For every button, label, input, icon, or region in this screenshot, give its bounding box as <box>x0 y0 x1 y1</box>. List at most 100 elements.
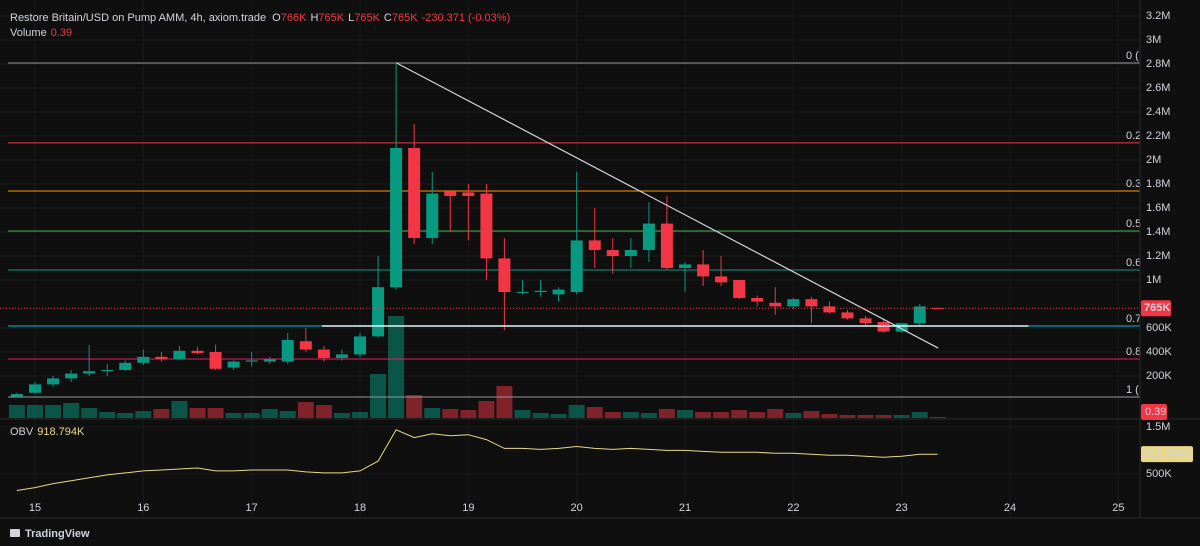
volume-box-label: 0.39 <box>1145 406 1166 418</box>
candle-body <box>65 373 78 379</box>
volume-bar <box>225 413 242 418</box>
candle-body <box>444 191 457 196</box>
candle-body <box>335 354 348 358</box>
candle-body <box>606 249 619 256</box>
y-tick-label: 400K <box>1146 346 1172 358</box>
candle-body <box>263 359 276 362</box>
x-tick-label: 15 <box>29 502 41 514</box>
volume-bar <box>135 411 152 418</box>
y-tick-label: 1.4M <box>1146 226 1170 238</box>
watermark-text: TradingView <box>25 528 90 540</box>
y-tick-label: 2.6M <box>1146 82 1170 94</box>
trendline <box>395 62 939 349</box>
volume-bar <box>81 408 98 418</box>
volume-bar <box>406 395 423 418</box>
candle-body <box>805 299 818 307</box>
candle-body <box>155 356 168 360</box>
candle-body <box>10 393 23 397</box>
volume-bar <box>911 412 928 418</box>
fib-label: 0.3 <box>1126 178 1141 190</box>
candle-body <box>787 299 800 307</box>
candle-body <box>642 223 655 250</box>
candle-body <box>281 339 294 362</box>
candle-body <box>931 308 944 310</box>
candle-body <box>859 318 872 324</box>
candle-body <box>913 306 926 324</box>
candle-body <box>209 351 222 369</box>
volume-bar <box>568 405 585 418</box>
volume-bar <box>153 409 170 418</box>
candle-body <box>299 341 312 350</box>
volume-bar <box>875 415 892 418</box>
volume-bar <box>26 405 43 418</box>
symbol-title: Restore Britain/USD on Pump AMM, 4h, axi… <box>10 12 266 24</box>
obv-header: OBV 918.794K <box>10 426 85 438</box>
candle-body <box>570 240 583 292</box>
header: Restore Britain/USD on Pump AMM, 4h, axi… <box>10 12 510 24</box>
x-tick-label: 18 <box>354 502 366 514</box>
candle-body <box>462 192 475 196</box>
x-tick-label: 24 <box>1004 502 1016 514</box>
volume-bar <box>117 413 134 418</box>
obv-pane <box>16 429 938 491</box>
candle-body <box>28 384 41 393</box>
ohlc-value: 765K <box>354 12 380 24</box>
volume-bar <box>586 407 603 418</box>
volume-bar <box>333 413 350 418</box>
candle-body <box>751 297 764 302</box>
volume-bar <box>63 403 80 418</box>
candle-body <box>137 356 150 363</box>
obv-line <box>16 429 938 491</box>
watermark: TradingView <box>10 528 90 540</box>
candle-body <box>715 276 728 283</box>
fib-label: 0.6 <box>1126 257 1141 269</box>
x-tick-label: 17 <box>246 502 258 514</box>
candle-body <box>83 371 96 374</box>
fib-label: 1 ( <box>1126 384 1139 396</box>
candle-body <box>823 306 836 313</box>
volume-bar <box>99 412 116 418</box>
volume-bar <box>713 412 730 418</box>
obv-box-label: 918.794K <box>1144 448 1192 460</box>
volume-bar <box>243 413 260 418</box>
volume-bar <box>388 316 405 418</box>
fib-label: 0.7 <box>1126 313 1141 325</box>
last-price-label: 765K <box>1144 302 1170 314</box>
volume-bar <box>821 414 838 418</box>
fib-label: 0.5 <box>1126 218 1141 230</box>
volume-bar <box>676 410 693 418</box>
volume-value: 0.39 <box>51 27 72 39</box>
x-tick-label: 16 <box>137 502 149 514</box>
ohlc-label: C <box>384 12 392 24</box>
volume-bar <box>785 413 802 418</box>
volume-header: Volume 0.39 <box>10 27 72 39</box>
volume-bar <box>297 402 314 418</box>
grid <box>0 0 1140 518</box>
y-tick-label: 1M <box>1146 274 1161 286</box>
candle-body <box>353 336 366 355</box>
volume-bar <box>767 409 784 418</box>
candle-body <box>227 361 240 368</box>
volume-bar <box>45 405 62 418</box>
candle-body <box>390 147 403 288</box>
volume-bar <box>857 415 874 418</box>
y-tick-label: 1.6M <box>1146 202 1170 214</box>
volume-bar <box>261 409 278 418</box>
y-tick-label: 2.2M <box>1146 130 1170 142</box>
volume-bar <box>171 401 188 418</box>
volume-bar <box>207 408 224 418</box>
y-tick-label: 600K <box>1146 322 1172 334</box>
candle-body <box>173 350 186 360</box>
candle-body <box>47 378 60 385</box>
volume-bar <box>442 409 459 418</box>
candle-body <box>408 147 421 238</box>
volume-bars <box>8 316 946 418</box>
volume-bar <box>315 405 332 418</box>
obv-tick-label: 500K <box>1146 468 1172 480</box>
x-tick-label: 22 <box>787 502 799 514</box>
volume-bar <box>424 408 441 418</box>
x-tick-label: 20 <box>571 502 583 514</box>
volume-title: Volume <box>10 27 47 39</box>
fib-label: 0 ( <box>1126 50 1139 62</box>
volume-bar <box>532 413 549 418</box>
